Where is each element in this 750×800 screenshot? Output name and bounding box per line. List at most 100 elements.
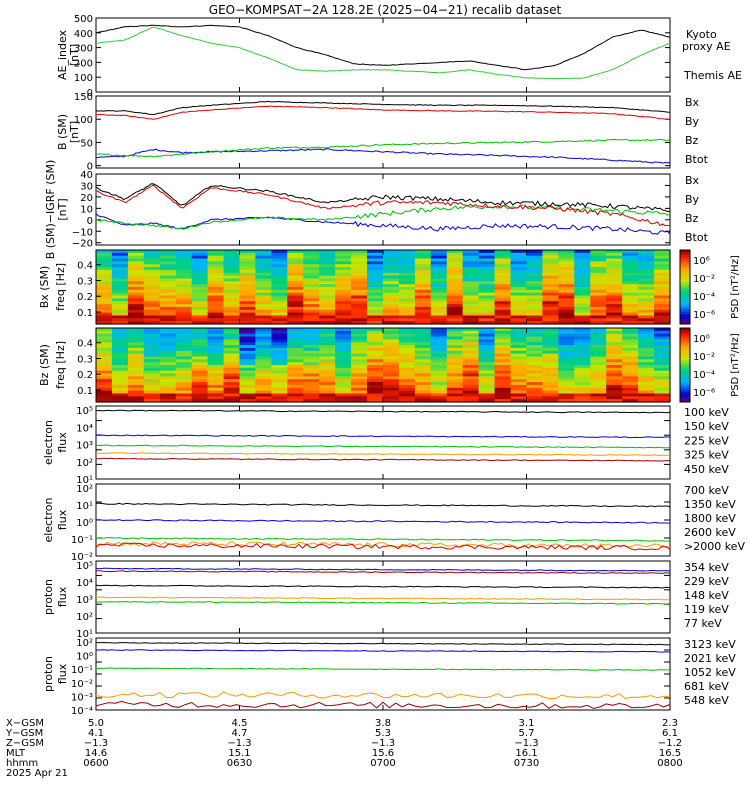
heatmap-cell xyxy=(526,350,543,355)
heatmap-cell xyxy=(414,269,432,274)
heatmap-cell xyxy=(319,396,336,400)
heatmap-cell xyxy=(574,269,591,274)
heatmap-cell xyxy=(638,367,655,372)
heatmap-cell xyxy=(111,339,129,343)
heatmap-cell xyxy=(223,379,241,383)
heatmap-cell xyxy=(510,333,528,338)
heatmap-cell xyxy=(319,258,336,262)
legend-item-681-kev: 681 keV xyxy=(684,680,729,693)
heatmap-cell xyxy=(478,345,496,349)
heatmap-cell xyxy=(335,339,352,343)
y-axis-label: flux xyxy=(56,432,69,453)
heatmap-cell xyxy=(191,269,209,274)
heatmap-cell xyxy=(638,258,655,262)
legend-item-229-kev: 229 keV xyxy=(684,575,729,588)
heatmap-cell xyxy=(319,362,336,366)
heatmap-cell xyxy=(574,318,591,322)
heatmap-cell xyxy=(526,356,543,360)
heatmap-cell xyxy=(558,258,575,262)
heatmap-cell xyxy=(239,287,256,291)
heatmap-cell xyxy=(574,258,591,262)
heatmap-cell xyxy=(430,272,448,277)
heatmap-cell xyxy=(223,336,241,340)
heatmap-cell xyxy=(127,278,145,282)
heatmap-cell xyxy=(367,379,384,383)
heatmap-cell xyxy=(606,255,623,260)
heatmap-cell xyxy=(335,330,352,335)
heatmap-cell xyxy=(351,353,368,357)
series-line-325-kev xyxy=(95,452,671,457)
heatmap-cell xyxy=(207,309,225,314)
heatmap-cell xyxy=(446,339,464,343)
heatmap-cell xyxy=(143,373,161,377)
series-line-225-kev xyxy=(95,444,671,449)
heatmap-cell xyxy=(462,339,480,343)
heatmap-cell xyxy=(175,390,193,394)
heatmap-cell xyxy=(574,287,591,291)
heatmap-cell xyxy=(510,255,528,260)
heatmap-cell xyxy=(351,390,368,394)
heatmap-cell xyxy=(574,339,591,343)
heatmap-cell xyxy=(606,272,623,277)
heatmap-cell xyxy=(462,362,480,366)
heatmap-cell xyxy=(303,306,320,311)
heatmap-cell xyxy=(175,342,193,346)
heatmap-cell xyxy=(478,318,496,322)
heatmap-cell xyxy=(111,342,129,346)
heatmap-cell xyxy=(414,258,432,262)
heatmap-cell xyxy=(526,373,543,377)
heatmap-cell xyxy=(159,318,177,322)
heatmap-cell xyxy=(175,330,193,335)
y-tick-label: 300 xyxy=(74,44,93,55)
heatmap-cell xyxy=(96,362,113,366)
series-line-1052-kev xyxy=(95,667,671,671)
heatmap-cell xyxy=(494,330,512,335)
heatmap-cell xyxy=(255,336,272,340)
legend-item-1800-kev: 1800 keV xyxy=(684,512,736,525)
heatmap-cell xyxy=(622,281,639,285)
heatmap-cell xyxy=(255,339,272,343)
series-line-2021-kev xyxy=(95,691,671,700)
heatmap-cell xyxy=(175,367,193,372)
heatmap-cell xyxy=(191,306,209,311)
heatmap-cell xyxy=(143,250,161,254)
heatmap-cell xyxy=(446,356,464,360)
y-axis-unit: freq [Hz] xyxy=(54,341,67,389)
heatmap-cell xyxy=(510,347,528,352)
heatmap-cell xyxy=(462,390,480,394)
heatmap-cell xyxy=(367,255,384,260)
heatmap-cell xyxy=(398,390,416,394)
heatmap-cell xyxy=(207,281,225,285)
heatmap-cell xyxy=(654,261,671,265)
heatmap-cell xyxy=(127,284,145,288)
heatmap-cell xyxy=(414,390,432,394)
heatmap-cell xyxy=(111,356,129,360)
legend-item-450-kev: 450 keV xyxy=(684,463,729,476)
heatmap-cell xyxy=(558,353,575,357)
heatmap-cell xyxy=(287,306,304,311)
heatmap-cell xyxy=(159,258,177,262)
heatmap-cell xyxy=(622,272,639,277)
heatmap-cell xyxy=(111,365,129,369)
heatmap-cell xyxy=(462,347,480,352)
heatmap-cell xyxy=(287,356,304,360)
heatmap-cell xyxy=(271,365,288,369)
heatmap-cell xyxy=(175,287,193,291)
heatmap-cell xyxy=(319,393,336,397)
series-line-by xyxy=(95,204,671,230)
heatmap-cell xyxy=(494,321,512,325)
heatmap-cell xyxy=(335,306,352,311)
heatmap-cell xyxy=(287,390,304,394)
heatmap-cell xyxy=(526,252,543,257)
heatmap-cell xyxy=(255,289,272,294)
heatmap-cell xyxy=(654,393,671,397)
heatmap-cell xyxy=(414,306,432,311)
heatmap-cell xyxy=(478,393,496,397)
heatmap-cell xyxy=(159,252,177,257)
heatmap-cell xyxy=(606,376,623,380)
heatmap-cell xyxy=(574,252,591,257)
legend-item-by: By xyxy=(685,193,700,206)
heatmap-cell xyxy=(367,370,384,375)
y-axis-label: electron xyxy=(42,498,55,543)
heatmap-cell xyxy=(638,292,655,297)
